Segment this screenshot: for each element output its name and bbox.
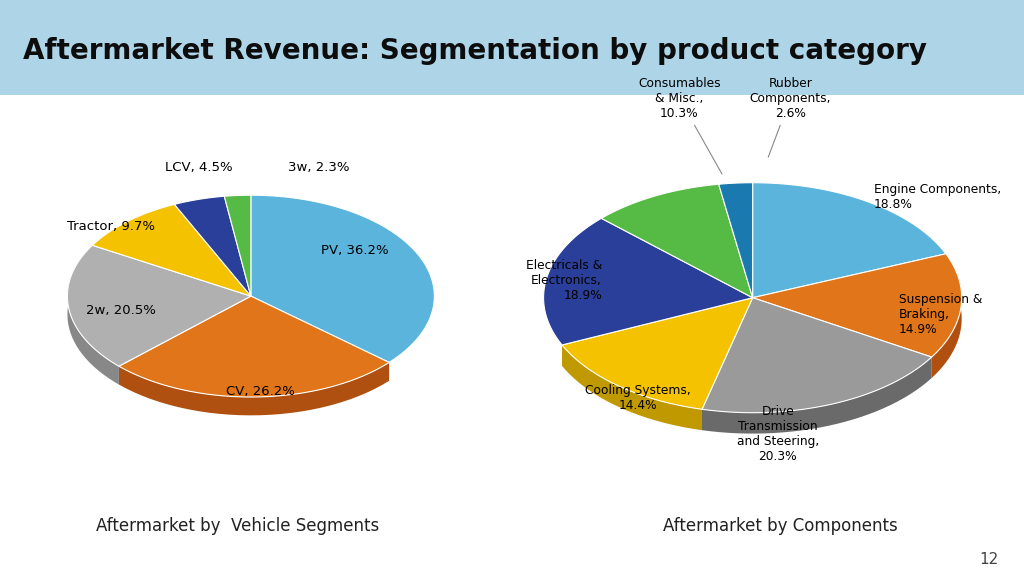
Text: 2w, 20.5%: 2w, 20.5% [86, 304, 156, 317]
Text: Consumables
& Misc.,
10.3%: Consumables & Misc., 10.3% [638, 77, 722, 174]
Polygon shape [251, 195, 434, 362]
Polygon shape [932, 254, 962, 378]
Text: Aftermarket by Components: Aftermarket by Components [664, 517, 898, 535]
Text: PV, 36.2%: PV, 36.2% [321, 244, 388, 257]
Polygon shape [601, 184, 753, 298]
Text: 12: 12 [979, 552, 998, 567]
Text: LCV, 4.5%: LCV, 4.5% [165, 161, 232, 174]
Text: Rubber
Components,
2.6%: Rubber Components, 2.6% [750, 77, 831, 157]
Text: Drive
Transmission
and Steering,
20.3%: Drive Transmission and Steering, 20.3% [736, 404, 819, 463]
Text: Tractor, 9.7%: Tractor, 9.7% [68, 220, 156, 233]
Text: Aftermarket by  Vehicle Segments: Aftermarket by Vehicle Segments [96, 517, 380, 535]
Text: Suspension &
Braking,
14.9%: Suspension & Braking, 14.9% [899, 293, 982, 336]
Text: Electricals &
Electronics,
18.9%: Electricals & Electronics, 18.9% [526, 259, 602, 302]
Polygon shape [174, 196, 251, 296]
Polygon shape [719, 183, 753, 298]
Polygon shape [224, 195, 251, 296]
Polygon shape [753, 183, 946, 298]
Polygon shape [702, 298, 932, 412]
Polygon shape [562, 345, 702, 430]
Polygon shape [68, 245, 251, 366]
Text: 3w, 2.3%: 3w, 2.3% [288, 161, 349, 174]
Text: CV, 26.2%: CV, 26.2% [225, 385, 295, 398]
Polygon shape [119, 362, 389, 415]
Polygon shape [562, 298, 753, 410]
Polygon shape [92, 204, 251, 296]
Polygon shape [753, 254, 962, 357]
Polygon shape [68, 245, 119, 385]
Text: Engine Components,
18.8%: Engine Components, 18.8% [873, 183, 1001, 211]
Polygon shape [119, 296, 389, 397]
Text: Cooling Systems,
14.4%: Cooling Systems, 14.4% [585, 384, 690, 412]
Polygon shape [544, 218, 753, 345]
Polygon shape [702, 357, 932, 434]
Text: Aftermarket Revenue: Segmentation by product category: Aftermarket Revenue: Segmentation by pro… [23, 37, 927, 65]
